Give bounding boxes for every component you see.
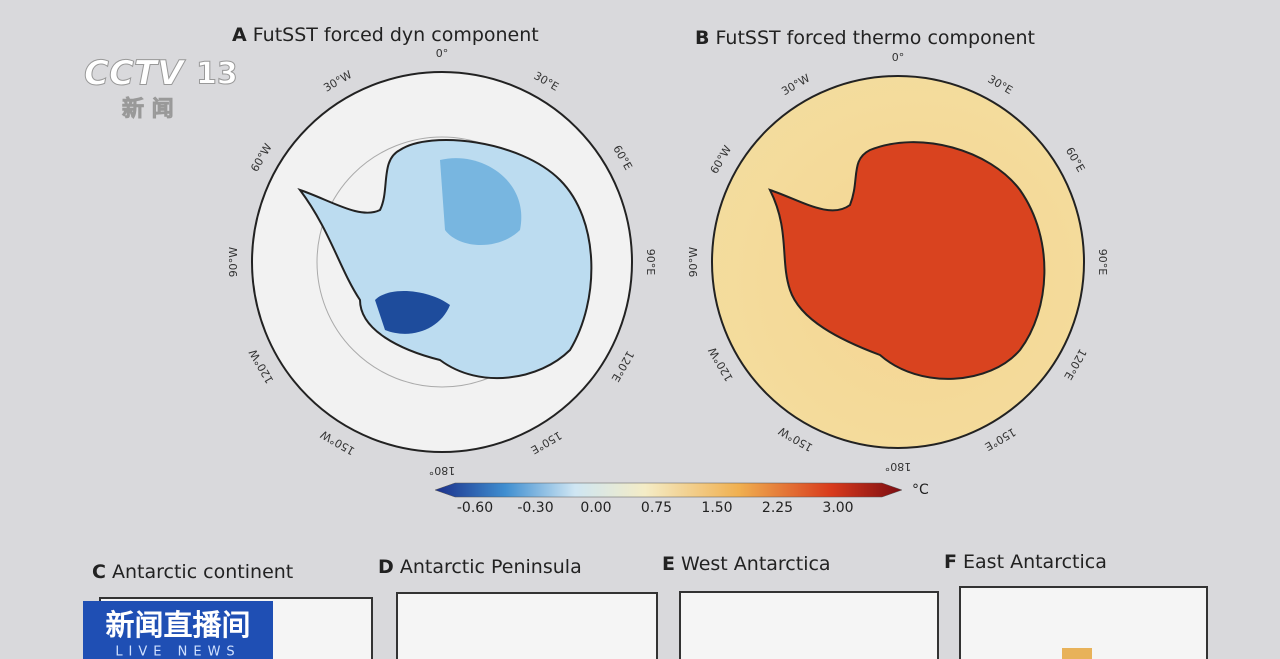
panel-title: F East Antarctica — [944, 551, 1107, 573]
bottom-titles: C Antarctic continent D Antarctic Peninsu… — [92, 551, 1107, 583]
colorbar-label: -0.30 — [517, 500, 553, 516]
colorbar-label: -0.60 — [457, 500, 493, 516]
bar-fragment — [1062, 648, 1092, 659]
longitude-label: 60°E — [610, 143, 635, 172]
longitude-label: 150°E — [982, 425, 1018, 453]
panel-title-text: Antarctic Peninsula — [400, 556, 582, 578]
map-a-anomaly — [440, 158, 522, 245]
panel-title-text: East Antarctica — [963, 551, 1107, 573]
colorbar-label: 3.00 — [822, 500, 853, 516]
longitude-label: 30°W — [321, 68, 354, 95]
panel-letter: E — [662, 553, 675, 575]
longitude-label: 90°E — [644, 249, 657, 275]
panel-letter: C — [92, 561, 106, 583]
colorbar-label: 1.50 — [701, 500, 732, 516]
panel-title-text: West Antarctica — [681, 553, 831, 575]
colorbar-label: 0.00 — [580, 500, 611, 516]
longitude-label: 60°W — [248, 141, 275, 174]
longitude-label: 30°E — [986, 73, 1015, 98]
logo-number: 13 — [196, 57, 238, 92]
banner-subtitle: LIVE NEWS — [115, 645, 240, 659]
banner — [83, 601, 273, 659]
longitude-label: 30°W — [779, 72, 812, 99]
panel-letter: A — [232, 24, 247, 46]
panel-title: A FutSST forced dyn component — [232, 24, 539, 46]
longitude-label: 90°W — [227, 247, 240, 277]
longitude-label: 0° — [892, 51, 905, 64]
longitude-label: 60°E — [1063, 145, 1088, 174]
logo-subtitle: 新 闻 — [122, 96, 174, 122]
longitude-label: 180° — [429, 464, 456, 477]
panel-title-text: FutSST forced dyn component — [253, 24, 539, 46]
panel-box — [959, 586, 1208, 659]
panel-title: E West Antarctica — [662, 553, 831, 575]
longitude-label: 150°E — [528, 429, 564, 457]
colorbar-label: 2.25 — [762, 500, 793, 516]
longitude-label: 120°E — [609, 349, 637, 385]
logo-channel: CCTV — [84, 54, 186, 94]
longitude-label: 120°E — [1061, 347, 1089, 383]
longitude-label: 30°E — [532, 69, 561, 94]
longitude-label: 90°W — [687, 247, 700, 277]
longitude-label: 150°W — [776, 424, 815, 454]
colorbar-label: 0.75 — [641, 500, 672, 516]
longitude-label: 120°W — [706, 345, 736, 384]
banner-title: 新闻直播间 — [105, 608, 250, 642]
map-a-anomaly — [375, 290, 450, 334]
longitude-label: 60°W — [708, 143, 735, 176]
colorbar — [434, 482, 903, 498]
panel-box — [396, 592, 658, 659]
longitude-label: 150°W — [318, 428, 357, 458]
panel-title-text: Antarctic continent — [112, 561, 293, 583]
panel-letter: D — [378, 556, 394, 578]
longitude-label: 0° — [436, 47, 449, 60]
panel-letter: F — [944, 551, 957, 573]
panel-title: C Antarctic continent — [92, 561, 293, 583]
colorbar-labels: -0.60 -0.30 0.00 0.75 1.50 2.25 3.00 — [457, 500, 854, 516]
longitude-label: 90°E — [1096, 249, 1109, 275]
panel-box — [679, 591, 939, 659]
panel-title-text: FutSST forced thermo component — [716, 27, 1035, 49]
longitude-label: 180° — [885, 460, 912, 473]
panel-title: D Antarctic Peninsula — [378, 556, 582, 578]
panel-letter: B — [695, 27, 709, 49]
panel-title: B FutSST forced thermo component — [695, 27, 1035, 49]
map-b-continent — [768, 141, 1046, 380]
colorbar-unit: °C — [912, 482, 929, 498]
longitude-label: 120°W — [246, 347, 276, 386]
